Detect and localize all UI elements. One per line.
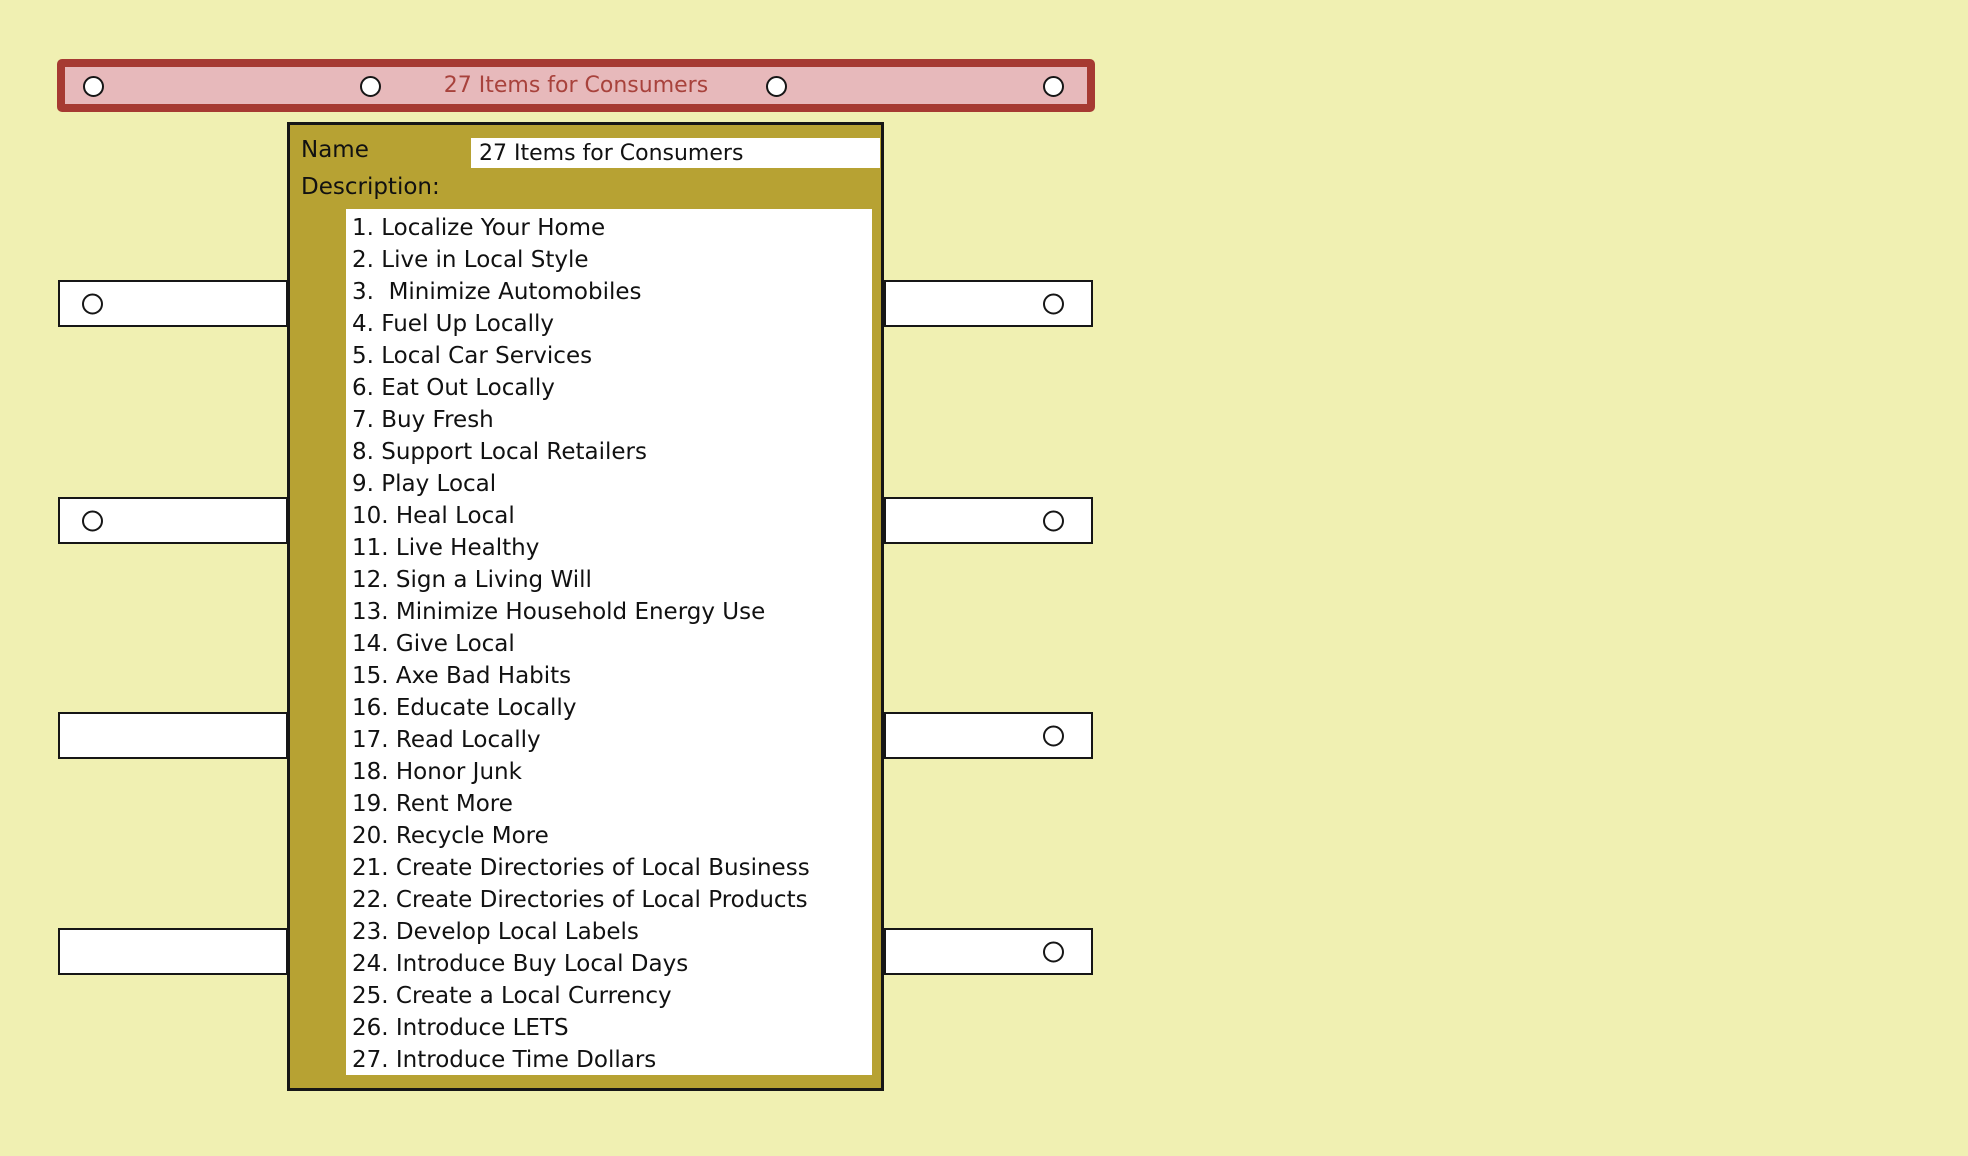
properties-panel: Name Description: 1. Localize Your Home 2… xyxy=(287,122,884,1091)
description-item: 9. Play Local xyxy=(352,471,497,497)
description-item: 5. Local Car Services xyxy=(352,343,593,369)
description-item: 21. Create Directories of Local Business xyxy=(352,855,810,881)
node-title-bar[interactable]: 27 Items for Consumers xyxy=(57,59,1095,112)
description-item: 12. Sign a Living Will xyxy=(352,567,592,593)
description-item: 2. Live in Local Style xyxy=(352,247,589,273)
description-label: Description: xyxy=(301,174,440,200)
description-item: 23. Develop Local Labels xyxy=(352,919,639,945)
description-item: 4. Fuel Up Locally xyxy=(352,311,555,337)
description-item: 26. Introduce LETS xyxy=(352,1015,569,1041)
description-item: 14. Give Local xyxy=(352,631,515,657)
name-input[interactable] xyxy=(471,138,880,168)
description-item: 27. Introduce Time Dollars xyxy=(352,1047,657,1073)
description-item: 13. Minimize Household Energy Use xyxy=(352,599,766,625)
right-bar-2[interactable] xyxy=(884,497,1093,544)
description-item: 15. Axe Bad Habits xyxy=(352,663,572,689)
name-label: Name xyxy=(301,137,369,163)
description-item: 17. Read Locally xyxy=(352,727,541,753)
description-item: 22. Create Directories of Local Products xyxy=(352,887,808,913)
description-item: 3. Minimize Automobiles xyxy=(352,279,642,305)
connection-port[interactable] xyxy=(82,293,103,314)
connection-port[interactable] xyxy=(1043,725,1064,746)
connection-port[interactable] xyxy=(360,76,381,97)
description-item: 16. Educate Locally xyxy=(352,695,577,721)
left-bar-3[interactable] xyxy=(58,712,288,759)
connection-port[interactable] xyxy=(82,510,103,531)
description-item: 18. Honor Junk xyxy=(352,759,522,785)
connection-port[interactable] xyxy=(766,76,787,97)
connection-port[interactable] xyxy=(83,76,104,97)
right-bar-1[interactable] xyxy=(884,280,1093,327)
node-title-label: 27 Items for Consumers xyxy=(443,73,709,98)
connection-port[interactable] xyxy=(1043,941,1064,962)
description-item: 7. Buy Fresh xyxy=(352,407,494,433)
description-list[interactable]: 1. Localize Your Home 2. Live in Local St… xyxy=(346,209,872,1075)
left-bar-2[interactable] xyxy=(58,497,288,544)
right-bar-3[interactable] xyxy=(884,712,1093,759)
description-item: 10. Heal Local xyxy=(352,503,515,529)
description-item: 25. Create a Local Currency xyxy=(352,983,672,1009)
connection-port[interactable] xyxy=(1043,510,1064,531)
right-bar-4[interactable] xyxy=(884,928,1093,975)
left-bar-4[interactable] xyxy=(58,928,288,975)
description-item: 11. Live Healthy xyxy=(352,535,540,561)
description-item: 24. Introduce Buy Local Days xyxy=(352,951,689,977)
connection-port[interactable] xyxy=(1043,76,1064,97)
connection-port[interactable] xyxy=(1043,293,1064,314)
description-item: 8. Support Local Retailers xyxy=(352,439,647,465)
description-item: 6. Eat Out Locally xyxy=(352,375,555,401)
left-bar-1[interactable] xyxy=(58,280,288,327)
description-item: 20. Recycle More xyxy=(352,823,549,849)
description-item: 19. Rent More xyxy=(352,791,513,817)
description-item: 1. Localize Your Home xyxy=(352,215,606,241)
